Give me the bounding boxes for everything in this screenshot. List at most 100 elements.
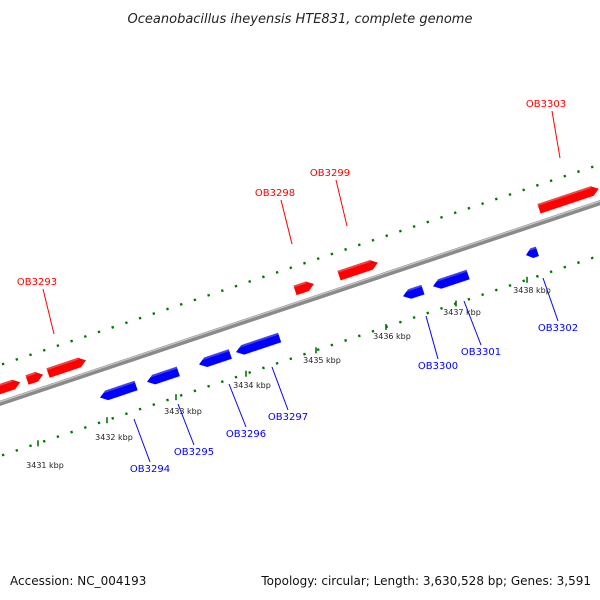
outer-tick-dot [111, 325, 115, 329]
inner-tick-dot [234, 375, 238, 379]
kbp-label: 3434 kbp [233, 381, 271, 390]
kbp-labels: 3431 kbp 3432 kbp 3433 kbp 3434 kbp 3435 kbp… [26, 286, 551, 470]
reverse-gene-arrow[interactable] [145, 366, 180, 387]
inner-tick-dot [577, 261, 580, 265]
inner-tick-dot [563, 265, 567, 269]
reverse-gene-arrow[interactable] [431, 269, 470, 291]
forward-gene-arrow[interactable] [337, 258, 379, 281]
inner-tick-dot [261, 366, 265, 370]
outer-tick-dot [56, 344, 60, 348]
forward-gene-label: OB3299 [310, 168, 350, 179]
inner-tick-dot [220, 380, 224, 384]
reverse-gene-arrow[interactable] [98, 380, 138, 403]
inner-tick-dot [398, 320, 402, 324]
forward-gene-leader [335, 179, 348, 227]
reverse-gene-label: OB3297 [268, 412, 308, 423]
reverse-gene-leader [133, 418, 151, 463]
forward-gene-leader [551, 110, 561, 159]
outer-tick-dot [1, 362, 5, 366]
inner-tick-dot [56, 435, 60, 439]
outer-tick-dot [234, 284, 238, 288]
reverse-gene-label: OB3302 [538, 323, 578, 334]
reverse-gene-track [98, 246, 539, 403]
outer-tick-dot [563, 174, 567, 178]
outer-tick-dot [275, 270, 279, 274]
outer-tick-dot [83, 334, 87, 338]
outer-tick-dot [316, 257, 320, 261]
kbp-label: 3435 kbp [303, 356, 341, 365]
reverse-gene-arrow[interactable] [197, 349, 232, 369]
kbp-label: 3438 kbp [513, 286, 551, 295]
inner-tick-dot [83, 425, 87, 429]
forward-gene-arrow[interactable] [537, 184, 600, 214]
reverse-gene-arrow[interactable] [524, 246, 539, 260]
reverse-gene-leader [228, 383, 247, 428]
inner-tick-dot [467, 297, 471, 301]
reverse-gene-arrow[interactable] [401, 284, 425, 301]
outer-tick-dot [248, 280, 252, 284]
outer-tick-dot [179, 302, 183, 306]
reverse-gene-label: OB3294 [130, 464, 170, 475]
inner-tick-dot [330, 343, 334, 347]
inner-tick-dot [590, 256, 594, 260]
outer-tick-dot [494, 197, 498, 201]
inner-tick-dot [193, 389, 197, 393]
inner-tick-dot [207, 384, 211, 388]
inner-tick-dot [440, 306, 443, 310]
forward-gene-arrow[interactable] [25, 370, 44, 385]
outer-tick-dot [152, 312, 156, 316]
forward-gene-leader [280, 199, 293, 245]
reverse-gene-arrow[interactable] [234, 332, 282, 357]
outer-tick-dot [138, 316, 142, 320]
reverse-gene-label: OB3300 [418, 361, 458, 372]
reverse-gene-leader [542, 277, 559, 322]
outer-tick-dot [535, 183, 539, 187]
outer-tick-dot [70, 339, 74, 343]
outer-tick-dot [289, 266, 293, 270]
inner-tick-dot [426, 311, 430, 315]
inner-tick-dot [138, 407, 142, 411]
kbp-label: 3431 kbp [26, 461, 64, 470]
inner-tick-dot [111, 416, 115, 420]
outer-tick-dot [467, 206, 471, 210]
outer-tick-dot [453, 211, 457, 215]
outer-tick-dot [97, 330, 101, 334]
inner-tick-dot [289, 357, 293, 361]
inner-tick-dot [357, 334, 361, 338]
reverse-gene-leader [463, 300, 482, 346]
reverse-gene-leader [271, 366, 289, 411]
outer-tick-dot [549, 179, 553, 183]
outer-tick-dot [357, 243, 361, 247]
outer-tick-dot [385, 234, 389, 238]
tick-dots [1, 165, 594, 457]
forward-gene-arrow[interactable] [46, 356, 87, 378]
outer-tick-dot [166, 307, 169, 311]
kbp-label: 3436 kbp [373, 332, 411, 341]
outer-tick-dot [412, 225, 416, 229]
inner-tick-dot [549, 270, 553, 274]
gene-labels: OB3293 OB3298 OB3299 OB3303 OB3294 OB3295 OB32… [17, 99, 578, 475]
forward-gene-arrow[interactable] [0, 377, 22, 398]
inner-tick-dot [124, 412, 128, 416]
accession-label: Accession: NC_004193 [10, 574, 147, 588]
outer-tick-dot [522, 188, 526, 192]
outer-tick-dot [220, 289, 224, 293]
outer-tick-dot [42, 348, 46, 352]
forward-gene-arrow[interactable] [293, 279, 315, 296]
outer-tick-dot [577, 170, 580, 174]
forward-gene-track [0, 184, 600, 398]
reverse-gene-label: OB3296 [226, 429, 266, 440]
inner-tick-dot [166, 398, 169, 402]
outer-tick-dot [371, 238, 375, 242]
reverse-gene-leader [425, 315, 439, 360]
genome-summary-label: Topology: circular; Length: 3,630,528 bp… [261, 574, 591, 588]
reverse-gene-leader [177, 403, 195, 446]
inner-tick-dot [522, 279, 526, 283]
reverse-gene-label: OB3301 [461, 347, 501, 358]
inner-tick-dot [494, 288, 498, 292]
outer-tick-dot [590, 165, 594, 169]
inner-tick-dot [275, 361, 279, 365]
inner-tick-dot [371, 329, 375, 333]
inner-tick-dot [316, 348, 320, 352]
